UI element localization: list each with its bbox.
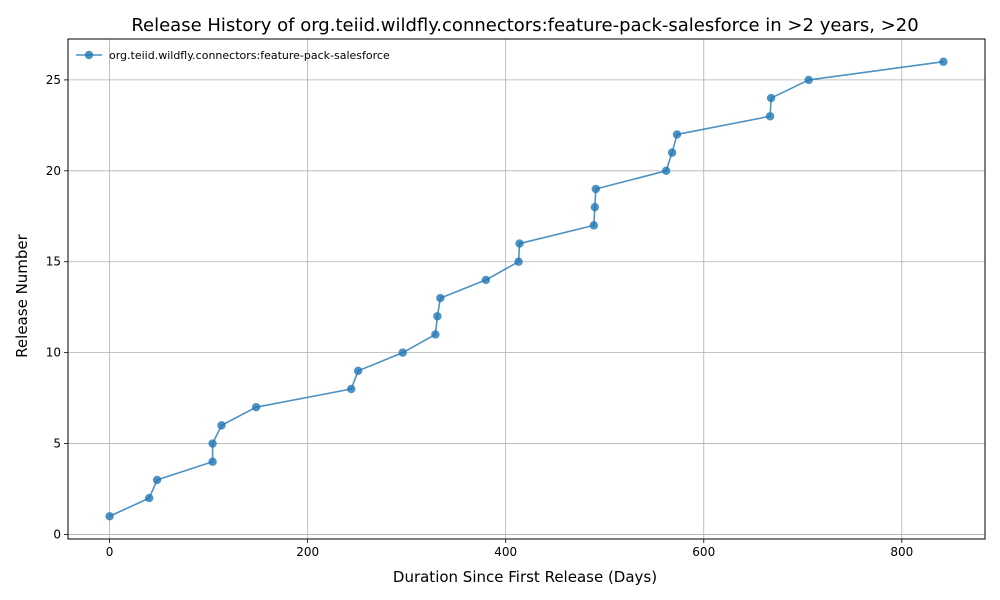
y-tick-label: 20 bbox=[46, 164, 61, 178]
data-point bbox=[514, 257, 523, 266]
legend-marker-swatch bbox=[84, 50, 94, 60]
data-point bbox=[208, 457, 217, 466]
x-tick-label: 0 bbox=[106, 545, 114, 559]
data-point bbox=[661, 166, 671, 176]
data-point bbox=[431, 330, 440, 339]
data-point bbox=[208, 439, 217, 448]
y-axis-title: Release Number bbox=[13, 233, 31, 357]
y-tick-label: 10 bbox=[46, 346, 61, 360]
y-tick-label: 25 bbox=[46, 73, 61, 87]
axis-ticks: 0 200 400 600 800 0 5 10 15 20 25 bbox=[46, 73, 914, 559]
data-point bbox=[589, 221, 599, 230]
data-point bbox=[481, 275, 491, 285]
data-point bbox=[667, 148, 677, 157]
plot-frame bbox=[67, 38, 986, 540]
y-tick-label: 15 bbox=[46, 255, 61, 269]
x-tick-label: 400 bbox=[494, 545, 517, 559]
data-point bbox=[217, 421, 226, 430]
data-point bbox=[145, 493, 154, 503]
grid-lines bbox=[68, 39, 985, 539]
x-axis-title: Duration Since First Release (Days) bbox=[393, 568, 657, 586]
data-point bbox=[515, 239, 524, 248]
x-tick-label: 200 bbox=[296, 545, 319, 559]
y-tick-label: 0 bbox=[53, 527, 61, 541]
data-point bbox=[105, 512, 114, 521]
chart-title: Release History of org.teiid.wildfly.con… bbox=[131, 15, 918, 36]
legend: org.teiid.wildfly.connectors:feature-pac… bbox=[76, 49, 390, 62]
data-point bbox=[590, 202, 600, 212]
data-point bbox=[765, 112, 775, 121]
data-point bbox=[672, 130, 682, 139]
data-point bbox=[766, 93, 776, 103]
data-point bbox=[804, 75, 813, 85]
data-point bbox=[398, 348, 407, 357]
data-point bbox=[251, 402, 261, 412]
x-tick-label: 800 bbox=[890, 545, 913, 559]
series-layer bbox=[105, 57, 948, 521]
data-point bbox=[591, 184, 601, 194]
data-point bbox=[353, 366, 363, 376]
data-point bbox=[433, 312, 442, 321]
data-point bbox=[152, 475, 162, 485]
data-point bbox=[939, 57, 948, 66]
x-tick-label: 600 bbox=[692, 545, 715, 559]
y-tick-label: 5 bbox=[53, 437, 61, 451]
legend-label: org.teiid.wildfly.connectors:feature-pac… bbox=[109, 49, 390, 62]
data-point bbox=[436, 293, 445, 303]
data-point bbox=[347, 384, 356, 394]
